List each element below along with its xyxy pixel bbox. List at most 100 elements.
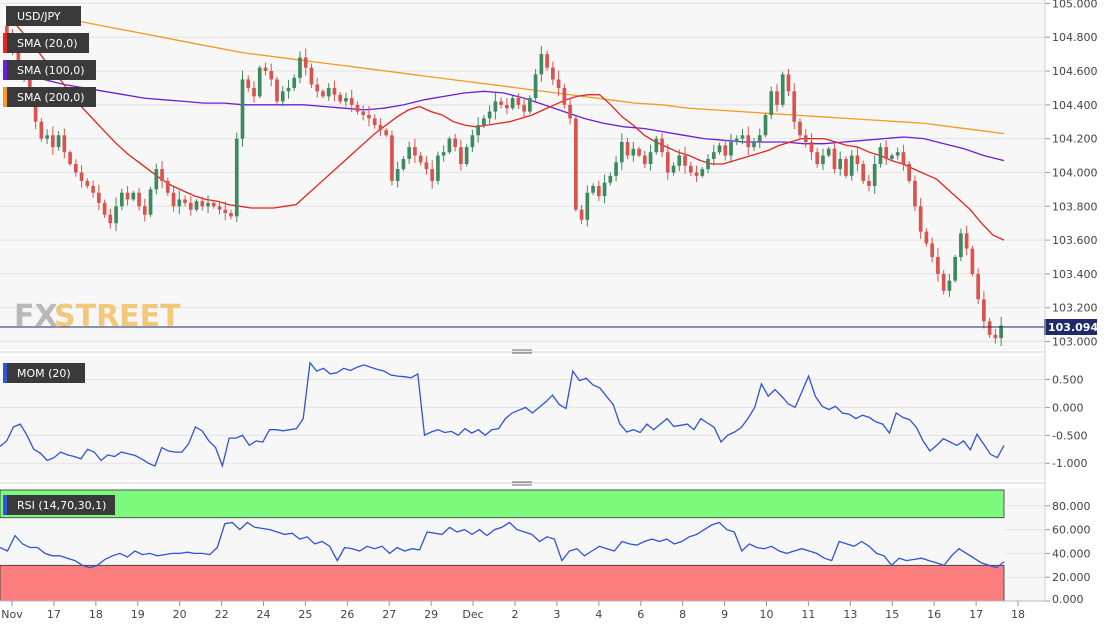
candle-body — [625, 142, 630, 156]
rsi-label: RSI (14,70,30,1) — [3, 495, 115, 515]
candle-body — [194, 201, 199, 210]
x-tick-label: 17 — [969, 608, 983, 621]
candle-body — [321, 91, 325, 97]
candle-body — [809, 142, 814, 153]
x-tick-label: 25 — [298, 608, 312, 621]
candle-body — [970, 248, 975, 274]
candle-body — [706, 158, 710, 170]
y-tick-label: -1.000 — [1052, 457, 1087, 470]
pane-resize-handle[interactable] — [512, 349, 532, 354]
candle-body — [33, 96, 38, 122]
x-tick-label: 9 — [721, 608, 728, 621]
candle-body — [717, 145, 722, 153]
candle-body — [982, 299, 986, 322]
symbol-label: USD/JPY — [3, 6, 81, 26]
candle-body — [56, 135, 61, 148]
y-tick-label: 0.000 — [1052, 401, 1084, 414]
candle-body — [441, 152, 446, 156]
candle-body — [849, 155, 854, 176]
candle-body — [165, 180, 170, 193]
candle-body — [688, 165, 693, 173]
candle-body — [855, 155, 860, 165]
candle-body — [62, 135, 67, 153]
candle-body — [85, 180, 90, 186]
candle-body — [631, 148, 636, 156]
candle-body — [976, 273, 980, 300]
candle-body — [803, 135, 808, 143]
y-tick-label: 103.800 — [1052, 200, 1098, 213]
candle-body — [154, 169, 159, 190]
candle-body — [505, 104, 509, 109]
candle-body — [867, 180, 871, 186]
x-tick-label: 18 — [1011, 608, 1025, 621]
candle-body — [901, 152, 906, 165]
x-tick-label: 8 — [679, 608, 686, 621]
candle-body — [642, 155, 647, 165]
candle-body — [384, 130, 389, 136]
candle-body — [585, 192, 590, 220]
rsi-line-path — [0, 521, 1005, 569]
candle-body — [596, 185, 601, 197]
candle-body — [240, 79, 245, 139]
y-tick-label: 0.000 — [1052, 593, 1084, 606]
candle-body — [263, 67, 268, 72]
y-tick-label: 104.600 — [1052, 65, 1098, 78]
candle-body — [257, 67, 262, 97]
y-tick-label: 0.500 — [1052, 373, 1084, 386]
candle-body — [591, 185, 595, 193]
candle-body — [930, 243, 934, 258]
candle-body — [493, 101, 498, 112]
candle-body — [574, 118, 578, 210]
y-tick-label: 104.400 — [1052, 99, 1098, 112]
x-tick-label: 20 — [173, 608, 187, 621]
x-tick-label: 6 — [637, 608, 644, 621]
candle-body — [436, 155, 440, 181]
price-grid — [0, 2, 1045, 343]
candle-body — [459, 147, 463, 165]
candle-body — [344, 98, 348, 102]
candle-body — [349, 98, 354, 105]
candle-body — [602, 182, 607, 197]
candle-body — [671, 165, 676, 173]
candle-body — [539, 54, 544, 75]
candle-body — [275, 79, 279, 102]
candle-body — [832, 148, 837, 170]
candle-body — [723, 145, 728, 156]
candle-body — [200, 201, 205, 207]
candle-body — [280, 91, 285, 102]
candle-body — [171, 192, 176, 207]
candle-body — [114, 206, 118, 224]
candle-body — [786, 74, 791, 92]
candle-body — [51, 135, 55, 148]
candle-body — [528, 98, 532, 112]
candle-body — [711, 152, 716, 159]
y-tick-label: 103.200 — [1052, 302, 1098, 315]
candle-body — [648, 152, 653, 165]
sma20-path — [3, 11, 1005, 241]
x-tick-label: 13 — [843, 608, 857, 621]
candle-body — [551, 67, 555, 80]
candle-body — [269, 71, 274, 80]
candle-body — [177, 199, 182, 207]
y-tick-label: 60.000 — [1052, 524, 1091, 537]
candle-body — [125, 192, 130, 200]
candle-body — [447, 138, 452, 153]
candle-body — [665, 152, 670, 173]
candle-body — [234, 138, 239, 217]
candle-body — [872, 164, 877, 186]
candle-body — [464, 147, 469, 165]
x-tick-label: 27 — [382, 608, 396, 621]
candle-body — [757, 135, 762, 143]
candle-body — [413, 147, 417, 156]
candle-body — [108, 214, 113, 224]
candle-body — [545, 54, 549, 68]
y-tick-label: 103.400 — [1052, 268, 1098, 281]
candle-body — [792, 91, 797, 122]
candle-body — [309, 67, 314, 85]
pane-resize-handle[interactable] — [512, 481, 532, 486]
x-tick-label: 10 — [760, 608, 774, 621]
candle-body — [298, 57, 302, 78]
candle-body — [821, 155, 825, 165]
x-tick-label: 26 — [340, 608, 354, 621]
x-tick-label: 29 — [424, 608, 438, 621]
